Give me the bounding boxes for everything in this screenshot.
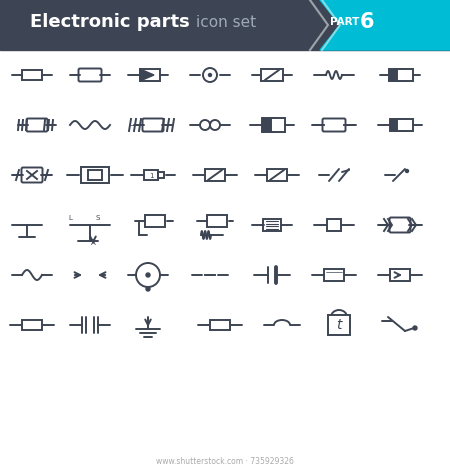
Text: t: t (336, 318, 342, 332)
Text: A: A (90, 240, 95, 246)
Bar (0, 0, 450, 50)
Bar (390, 119, 406, 131)
Circle shape (146, 287, 150, 291)
Bar (397, 69, 413, 81)
Circle shape (200, 120, 210, 130)
FancyBboxPatch shape (22, 167, 42, 182)
Circle shape (208, 73, 212, 77)
Bar (327, 219, 341, 231)
FancyBboxPatch shape (27, 118, 48, 132)
Circle shape (405, 170, 409, 172)
Text: S: S (96, 215, 100, 221)
Bar (22, 70, 42, 80)
Bar (158, 172, 164, 178)
FancyBboxPatch shape (78, 69, 102, 81)
Bar (328, 315, 350, 335)
Bar (267, 169, 287, 181)
Bar (207, 215, 227, 227)
Bar (88, 170, 102, 180)
Text: L: L (68, 215, 72, 221)
FancyBboxPatch shape (143, 118, 163, 132)
Bar (262, 118, 276, 132)
Circle shape (203, 68, 217, 82)
Bar (397, 119, 413, 131)
Text: icon set: icon set (196, 15, 256, 30)
Bar (324, 269, 344, 281)
Bar (389, 69, 405, 81)
Bar (210, 320, 230, 330)
Bar (22, 320, 42, 330)
Text: PART: PART (330, 17, 360, 27)
Text: Electronic parts: Electronic parts (30, 13, 190, 31)
Bar (390, 269, 410, 281)
FancyBboxPatch shape (390, 218, 410, 233)
Bar (205, 169, 225, 181)
Bar (271, 118, 285, 132)
Polygon shape (320, 0, 450, 50)
Bar (261, 69, 283, 81)
Polygon shape (140, 69, 154, 81)
Bar (140, 69, 160, 81)
Text: 1: 1 (149, 173, 153, 179)
Bar (81, 167, 109, 183)
Bar (144, 170, 158, 180)
Bar (263, 219, 281, 231)
Bar (145, 215, 165, 227)
FancyBboxPatch shape (323, 118, 346, 132)
Circle shape (413, 326, 417, 330)
Text: www.shutterstock.com · 735929326: www.shutterstock.com · 735929326 (156, 457, 294, 467)
Circle shape (146, 273, 150, 277)
Circle shape (136, 263, 160, 287)
Circle shape (210, 120, 220, 130)
Text: 6: 6 (360, 12, 374, 32)
